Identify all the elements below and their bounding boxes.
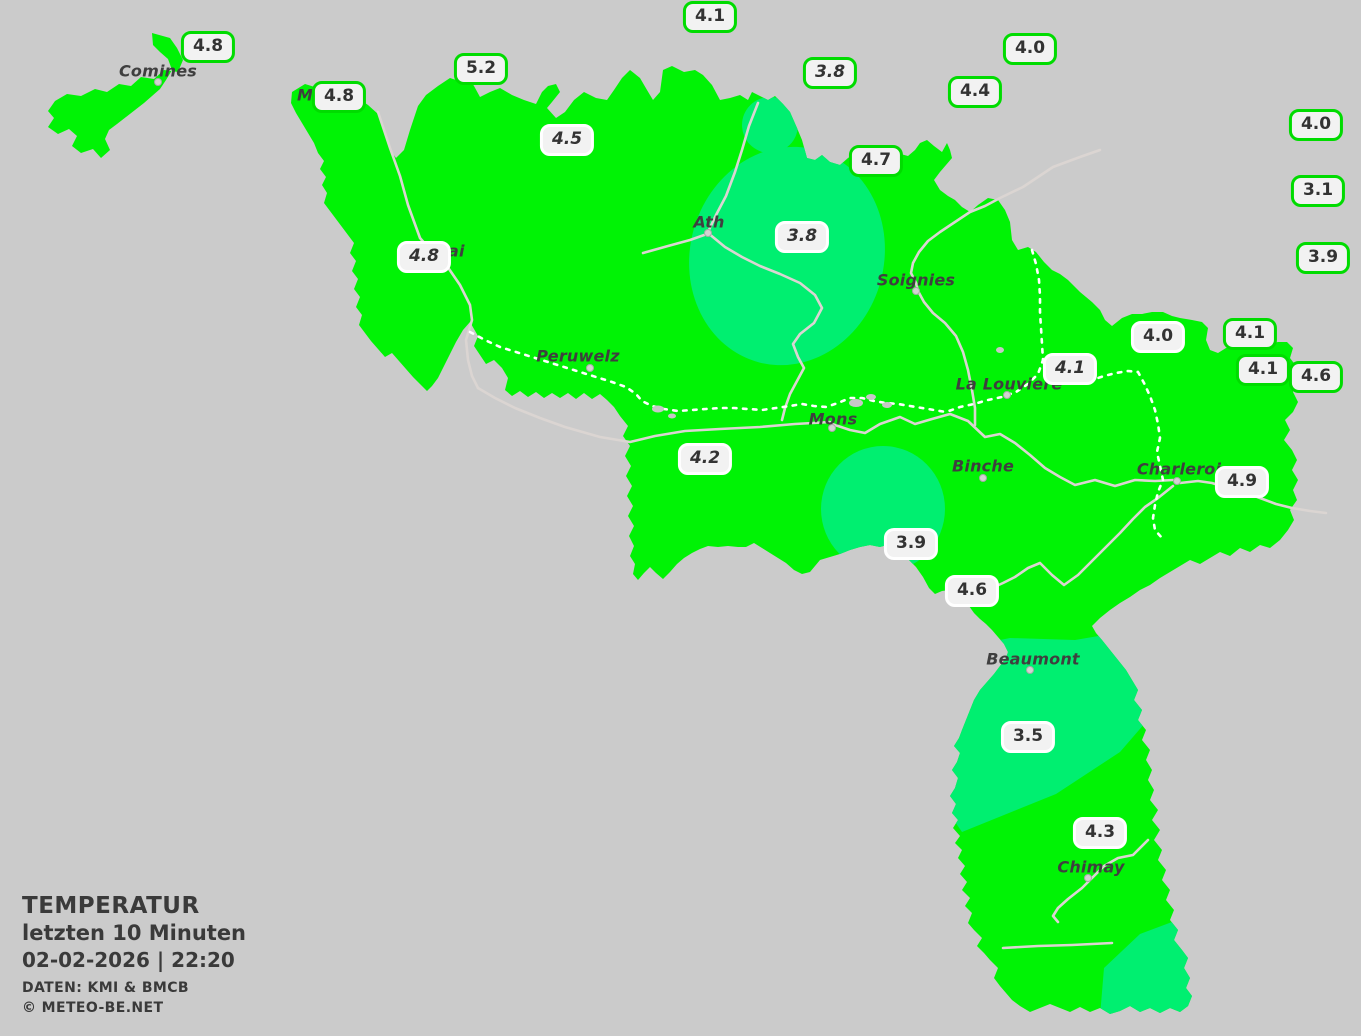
map-islet: [642, 414, 650, 422]
city-label: Comines: [118, 61, 198, 81]
city-marker-dot: [1026, 666, 1034, 674]
map-datetime: 02-02-2026 | 22:20: [22, 948, 235, 972]
city-label: Binche: [952, 456, 1014, 476]
temp-badge: 3.1: [1290, 175, 1346, 207]
temp-badge: 4.9: [1214, 466, 1270, 498]
temp-badge: 4.3: [1072, 817, 1128, 849]
city-label: Peruwelz: [536, 346, 620, 366]
map-islet: [654, 424, 660, 430]
temp-badge: 3.5: [1000, 721, 1056, 753]
temp-badge: 4.1: [1222, 318, 1278, 350]
title-block: TEMPERATUR letzten 10 Minuten 02-02-2026…: [22, 893, 246, 1016]
temp-badge: 4.8: [180, 31, 236, 63]
city-marker-dot: [828, 424, 836, 432]
temp-badge: 3.9: [883, 528, 939, 560]
city-marker-dot: [912, 287, 920, 295]
urban-patches: [652, 347, 1004, 419]
city-marker-dot: [704, 229, 712, 237]
temp-badge: 4.5: [539, 124, 595, 156]
city-marker-dot: [154, 78, 162, 86]
city-marker-dot: [979, 474, 987, 482]
city-marker-dot: [1173, 477, 1181, 485]
city-label: Chimay: [1057, 857, 1125, 877]
map-title: TEMPERATUR: [22, 893, 200, 919]
city-label: Charleroi: [1136, 459, 1222, 479]
city-marker-dot: [586, 364, 594, 372]
copyright: © METEO-BE.NET: [22, 1000, 164, 1016]
temp-badge: 4.1: [682, 1, 738, 33]
temp-badge: 4.1: [1235, 354, 1291, 386]
city-marker-dot: [1003, 391, 1011, 399]
map-subtitle: letzten 10 Minuten: [22, 921, 247, 945]
city-label: La Louviere: [955, 374, 1063, 394]
temp-badge: 4.1: [1042, 353, 1098, 385]
temp-badge: 4.6: [944, 575, 1000, 607]
city-marker-dot: [1084, 874, 1092, 882]
city-label: Mons: [808, 409, 858, 429]
comines-enclave-shape: [48, 33, 183, 158]
temp-badge: 4.4: [947, 76, 1003, 108]
temp-badge: 5.2: [453, 53, 509, 85]
temp-badge: 4.6: [1288, 361, 1344, 393]
city-label: Beaumont: [986, 649, 1080, 669]
dotted-border: [468, 248, 1165, 540]
city-label: Ath: [693, 212, 725, 232]
temp-badge: 4.8: [396, 241, 452, 273]
temp-badge: 4.0: [1288, 109, 1344, 141]
city-label: ai: [448, 241, 465, 261]
temp-badge: 3.8: [774, 221, 830, 253]
temp-badge: 4.7: [848, 145, 904, 177]
data-source: DATEN: KMI & BMCB: [22, 980, 189, 996]
temp-badge: 4.8: [311, 81, 367, 113]
city-label: Soignies: [876, 270, 956, 290]
temp-badge: 3.8: [802, 57, 858, 89]
temp-badge: 4.0: [1002, 33, 1058, 65]
temp-badge: 3.9: [1295, 242, 1351, 274]
temp-badge: 4.2: [677, 443, 733, 475]
temp-badge: 4.0: [1130, 321, 1186, 353]
